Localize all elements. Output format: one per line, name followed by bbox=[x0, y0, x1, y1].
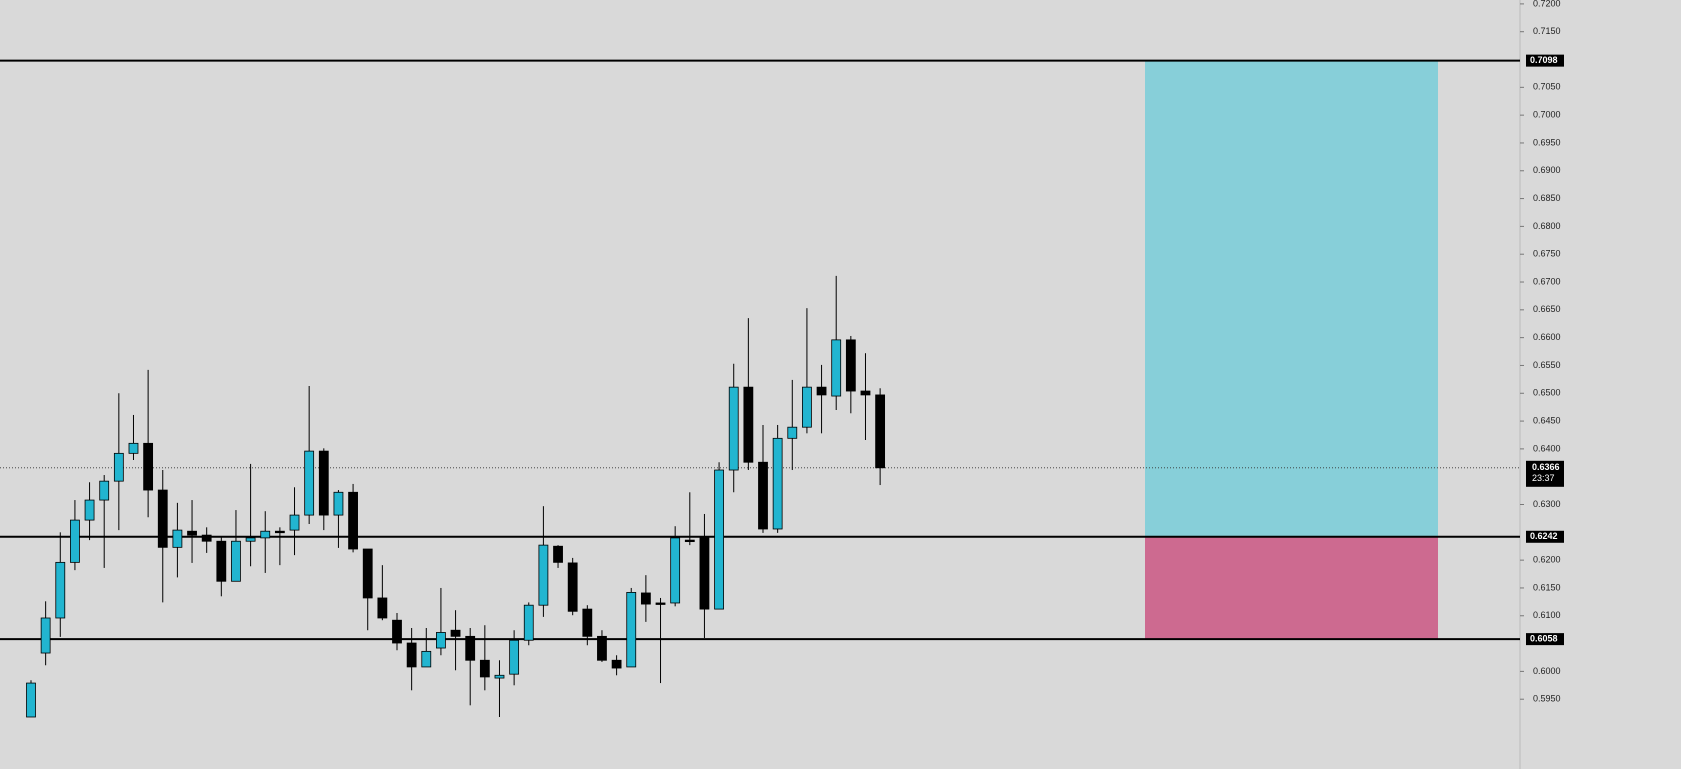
candle-body bbox=[845, 339, 856, 392]
candle-body bbox=[318, 450, 329, 516]
current-price-box bbox=[1526, 460, 1564, 487]
candle-body bbox=[816, 386, 827, 396]
candle-body bbox=[802, 386, 812, 428]
candle-body bbox=[70, 519, 80, 563]
candle-body bbox=[26, 682, 36, 718]
level-label-box bbox=[1526, 530, 1564, 543]
y-tick-label: 0.7050 bbox=[1533, 82, 1561, 92]
candle-body bbox=[494, 674, 505, 679]
candle-body bbox=[348, 491, 358, 550]
candle-body bbox=[787, 426, 798, 439]
candle-body bbox=[99, 480, 110, 501]
candle-body bbox=[304, 450, 315, 516]
candle-body bbox=[523, 604, 534, 641]
candle-body bbox=[392, 619, 402, 644]
candle-body bbox=[274, 530, 285, 534]
candle-body bbox=[172, 529, 183, 548]
candle-body bbox=[699, 537, 710, 610]
candle-body bbox=[479, 659, 490, 678]
candle-body bbox=[875, 394, 886, 469]
candle-body bbox=[157, 489, 168, 548]
level-label: 0.6242 bbox=[1530, 531, 1558, 541]
countdown-label: 23:37 bbox=[1532, 473, 1555, 483]
y-tick-label: 0.6900 bbox=[1533, 165, 1561, 175]
candle-body bbox=[567, 562, 578, 612]
candle-body bbox=[406, 642, 417, 668]
candle-body bbox=[231, 540, 241, 582]
candle-body bbox=[655, 602, 666, 605]
candle-body bbox=[465, 635, 476, 661]
candle-body bbox=[245, 537, 256, 542]
candle-body bbox=[640, 592, 651, 605]
candle-body bbox=[216, 540, 227, 582]
candle-body bbox=[187, 530, 197, 536]
candle-body bbox=[113, 452, 124, 482]
y-tick-label: 0.6850 bbox=[1533, 193, 1561, 203]
candle-body bbox=[860, 390, 871, 396]
level-label-box bbox=[1526, 54, 1564, 67]
candle-body bbox=[728, 386, 739, 471]
candle-body bbox=[289, 514, 300, 531]
candle-body bbox=[714, 469, 724, 610]
y-tick-label: 0.5950 bbox=[1533, 694, 1561, 704]
candle-body bbox=[333, 491, 344, 516]
y-tick-label: 0.6700 bbox=[1533, 276, 1561, 286]
y-tick-label: 0.6650 bbox=[1533, 304, 1561, 314]
y-tick-label: 0.6100 bbox=[1533, 610, 1561, 620]
y-tick-label: 0.7200 bbox=[1533, 0, 1561, 8]
candle-body bbox=[626, 592, 637, 668]
candle-body bbox=[450, 629, 461, 637]
y-tick-label: 0.6000 bbox=[1533, 666, 1561, 676]
y-tick-label: 0.6800 bbox=[1533, 221, 1561, 231]
candle-body bbox=[743, 386, 754, 463]
y-tick-label: 0.6750 bbox=[1533, 249, 1561, 259]
candle-body bbox=[831, 339, 842, 397]
candle-body bbox=[40, 617, 51, 654]
candle-body bbox=[84, 499, 95, 521]
candle-body bbox=[611, 659, 622, 669]
y-tick-label: 0.6300 bbox=[1533, 499, 1561, 509]
y-tick-label: 0.6550 bbox=[1533, 360, 1561, 370]
candle-body bbox=[201, 534, 212, 542]
y-tick-label: 0.6400 bbox=[1533, 443, 1561, 453]
candle-body bbox=[421, 650, 432, 668]
candle-body bbox=[436, 632, 446, 649]
y-tick-label: 0.6450 bbox=[1533, 415, 1561, 425]
candle-body bbox=[772, 437, 783, 530]
candle-body bbox=[377, 597, 388, 619]
candle-body bbox=[55, 561, 66, 619]
candle-body bbox=[758, 461, 768, 530]
level-label: 0.7098 bbox=[1530, 55, 1558, 65]
candle-body bbox=[538, 544, 549, 606]
y-tick-label: 0.6600 bbox=[1533, 332, 1561, 342]
current-price-label: 0.6366 bbox=[1532, 462, 1560, 472]
y-tick-label: 0.7000 bbox=[1533, 110, 1561, 120]
candle-body bbox=[553, 545, 563, 563]
candle-body bbox=[128, 442, 139, 454]
candle-body bbox=[143, 442, 154, 491]
loss-zone bbox=[1145, 536, 1438, 640]
level-label: 0.6058 bbox=[1530, 634, 1558, 644]
candle-body bbox=[362, 548, 373, 599]
y-tick-label: 0.6950 bbox=[1533, 137, 1561, 147]
candle-body bbox=[509, 639, 520, 675]
y-tick-label: 0.6200 bbox=[1533, 555, 1561, 565]
candle-body bbox=[597, 635, 607, 661]
candle-body bbox=[260, 530, 271, 539]
profit-zone bbox=[1145, 60, 1438, 537]
candle-body bbox=[582, 608, 593, 637]
candle-body bbox=[684, 539, 695, 543]
candle-body bbox=[670, 537, 681, 604]
y-tick-label: 0.6150 bbox=[1533, 582, 1561, 592]
level-label-box bbox=[1526, 633, 1564, 646]
y-tick-label: 0.7150 bbox=[1533, 26, 1561, 36]
y-tick-label: 0.6500 bbox=[1533, 388, 1561, 398]
